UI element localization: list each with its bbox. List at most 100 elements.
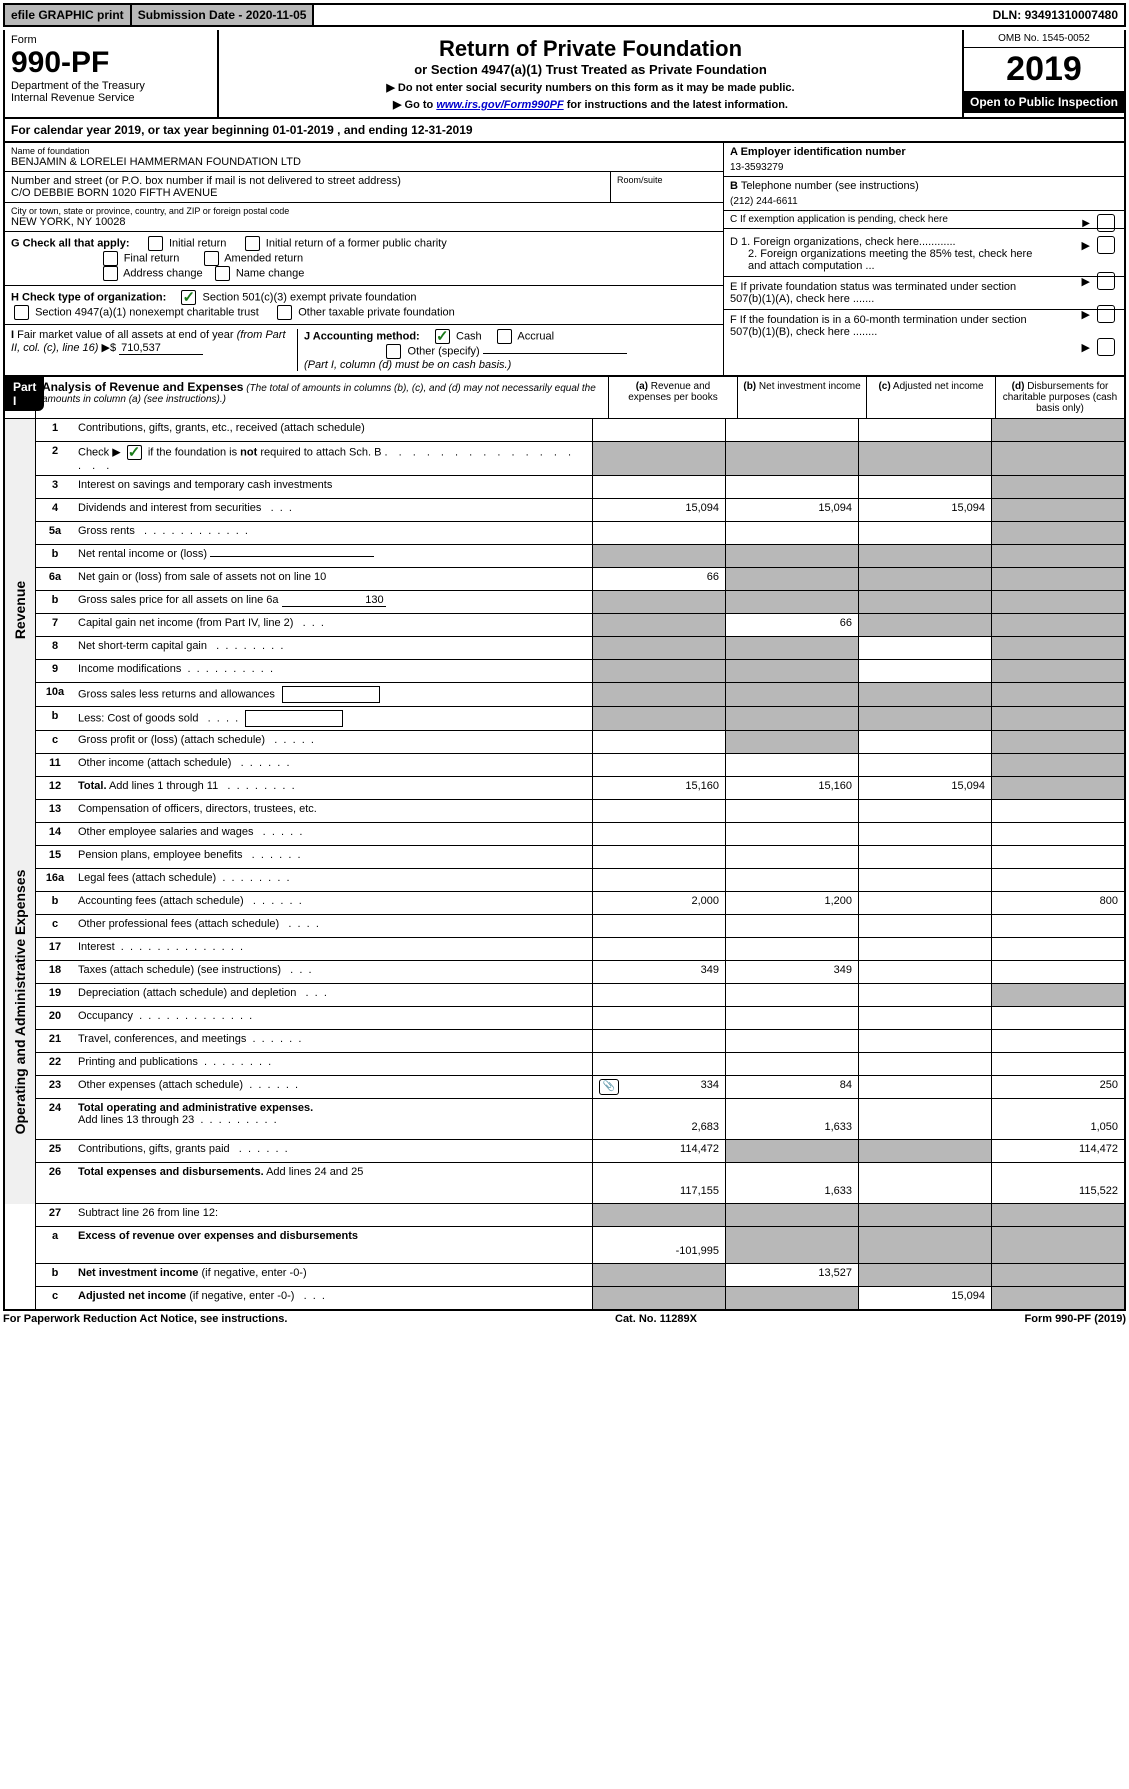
checks-left: G Check all that apply: Initial return I… [5, 232, 723, 375]
r4-c: 15,094 [858, 499, 991, 521]
cash-checkbox[interactable] [435, 329, 450, 344]
row-27c: c Adjusted net income (if negative, ente… [36, 1287, 1124, 1309]
r9-b [725, 660, 858, 682]
exemption-checkbox[interactable] [1097, 214, 1115, 232]
r1-b [725, 419, 858, 441]
schb-checkbox[interactable] [127, 445, 142, 460]
r10c-num: c [36, 731, 74, 753]
r26-desc: Total expenses and disbursements. Add li… [74, 1163, 592, 1203]
r27b-desc: Net investment income (if negative, ente… [74, 1264, 592, 1286]
r16c-b [725, 915, 858, 937]
r24-desc2: Add lines 13 through 23 [78, 1114, 194, 1126]
phone-label: Telephone number (see instructions) [741, 180, 919, 192]
other-method-checkbox[interactable] [386, 344, 401, 359]
row-12: 12 Total. Add lines 1 through 11 . . . .… [36, 777, 1124, 800]
501c3-checkbox[interactable] [181, 290, 196, 305]
r16c-desc: Other professional fees (attach schedule… [74, 915, 592, 937]
colb-label: Net investment income [759, 381, 861, 392]
r21-desc: Travel, conferences, and meetings . . . … [74, 1030, 592, 1052]
accrual-checkbox[interactable] [497, 329, 512, 344]
r25-d: 114,472 [991, 1140, 1124, 1162]
final-return-checkbox[interactable] [103, 251, 118, 266]
r11-d [991, 754, 1124, 776]
form-title: Return of Private Foundation [225, 36, 956, 62]
r7-a [592, 614, 725, 636]
dept-treasury: Department of the Treasury [11, 80, 211, 92]
efile-label: efile GRAPHIC print [5, 5, 132, 25]
name-change-checkbox[interactable] [215, 266, 230, 281]
initial-return-checkbox[interactable] [148, 236, 163, 251]
r10a-d [991, 683, 1124, 706]
r1-num: 1 [36, 419, 74, 441]
r2-pre: Check ▶ [78, 446, 124, 458]
r27c-num: c [36, 1287, 74, 1309]
r21-c [858, 1030, 991, 1052]
r8-a [592, 637, 725, 659]
ein-value: 13-3593279 [730, 162, 1118, 173]
phone-value: (212) 244-6611 [730, 196, 1118, 207]
r2-num: 2 [36, 442, 74, 475]
r23-c [858, 1076, 991, 1098]
r1-desc: Contributions, gifts, grants, etc., rece… [74, 419, 592, 441]
amended-return-checkbox[interactable] [204, 251, 219, 266]
r6a-a: 66 [592, 568, 725, 590]
r1-a [592, 419, 725, 441]
row-16c: c Other professional fees (attach schedu… [36, 915, 1124, 938]
r6b-a [592, 591, 725, 613]
line-ij: I Fair market value of all assets at end… [5, 325, 723, 375]
form-center: Return of Private Foundation or Section … [219, 30, 962, 117]
r27-desc: Subtract line 26 from line 12: [74, 1204, 592, 1226]
row-17: 17 Interest . . . . . . . . . . . . . . [36, 938, 1124, 961]
r19-desc: Depreciation (attach schedule) and deple… [74, 984, 592, 1006]
r20-c [858, 1007, 991, 1029]
d1-checkbox[interactable] [1097, 236, 1115, 254]
g-item-1: Initial return of a former public charit… [266, 237, 447, 249]
r16c-a [592, 915, 725, 937]
g-item-0: Initial return [169, 237, 226, 249]
addr-value: C/O DEBBIE BORN 1020 FIFTH AVENUE [11, 187, 604, 199]
r10c-a [592, 731, 725, 753]
foundation-name-row: Name of foundation BENJAMIN & LORELEI HA… [5, 143, 723, 172]
r14-desc-t: Other employee salaries and wages [78, 826, 253, 838]
r27c-desc: Adjusted net income (if negative, enter … [74, 1287, 592, 1309]
r4-desc-t: Dividends and interest from securities [78, 502, 261, 514]
submission-label: Submission Date - [138, 8, 246, 22]
dln-label: DLN: [993, 8, 1025, 22]
part1-title: Analysis of Revenue and Expenses [42, 380, 243, 394]
initial-return-former-checkbox[interactable] [245, 236, 260, 251]
row-16a: 16a Legal fees (attach schedule) . . . .… [36, 869, 1124, 892]
line-f: F If the foundation is in a 60-month ter… [724, 310, 1124, 342]
d2-checkbox[interactable] [1097, 272, 1115, 290]
f-checkbox[interactable] [1097, 338, 1115, 356]
other-taxable-checkbox[interactable] [277, 305, 292, 320]
r23-d: 250 [991, 1076, 1124, 1098]
part1-desc-header: Analysis of Revenue and Expenses (The to… [36, 377, 608, 418]
attachment-icon[interactable]: 📎 [599, 1079, 619, 1095]
form-number: 990-PF [11, 46, 211, 80]
r13-a [592, 800, 725, 822]
4947-checkbox[interactable] [14, 305, 29, 320]
e-checkbox[interactable] [1097, 305, 1115, 323]
form990pf-link[interactable]: www.irs.gov/Form990PF [436, 99, 563, 111]
expenses-text: Operating and Administrative Expenses [12, 870, 28, 1135]
footer-right-form: 990-PF [1055, 1313, 1091, 1325]
r16c-num: c [36, 915, 74, 937]
r18-desc: Taxes (attach schedule) (see instruction… [74, 961, 592, 983]
r5b-c [858, 545, 991, 567]
r17-num: 17 [36, 938, 74, 960]
r5a-a [592, 522, 725, 544]
row-5b: b Net rental income or (loss) [36, 545, 1124, 568]
r20-desc: Occupancy . . . . . . . . . . . . . [74, 1007, 592, 1029]
r27b-c [858, 1264, 991, 1286]
r27a-c [858, 1227, 991, 1263]
r3-b [725, 476, 858, 498]
r24-d: 1,050 [991, 1099, 1124, 1139]
address-change-checkbox[interactable] [103, 266, 118, 281]
submission-date: 2020-11-05 [246, 8, 307, 22]
row-15: 15 Pension plans, employee benefits . . … [36, 846, 1124, 869]
r10b-d [991, 707, 1124, 730]
r6b-b [725, 591, 858, 613]
irs-label: Internal Revenue Service [11, 92, 211, 104]
r5b-d [991, 545, 1124, 567]
r3-desc: Interest on savings and temporary cash i… [74, 476, 592, 498]
